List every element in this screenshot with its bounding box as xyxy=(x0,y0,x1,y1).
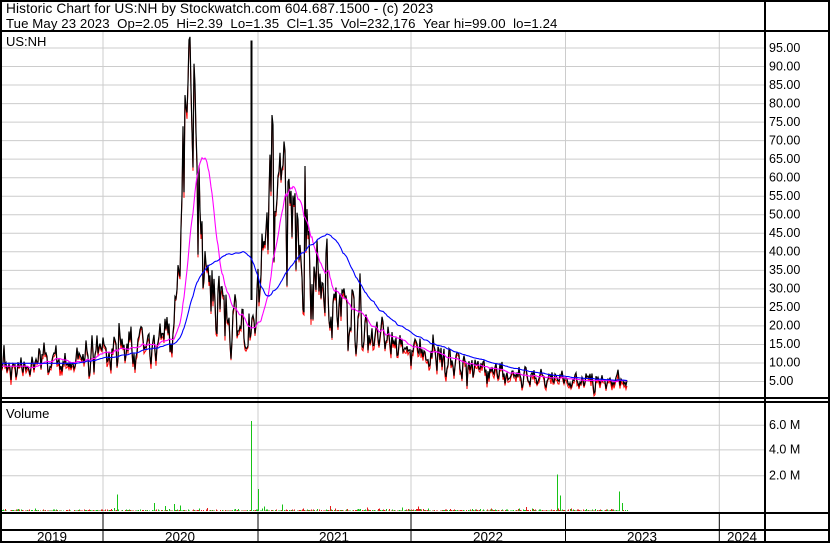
svg-text:2024: 2024 xyxy=(727,530,758,543)
svg-text:2021: 2021 xyxy=(319,530,349,543)
svg-text:2023: 2023 xyxy=(627,530,657,543)
svg-text:2020: 2020 xyxy=(165,530,195,543)
svg-text:2022: 2022 xyxy=(473,530,503,543)
svg-text:2019: 2019 xyxy=(37,530,67,543)
